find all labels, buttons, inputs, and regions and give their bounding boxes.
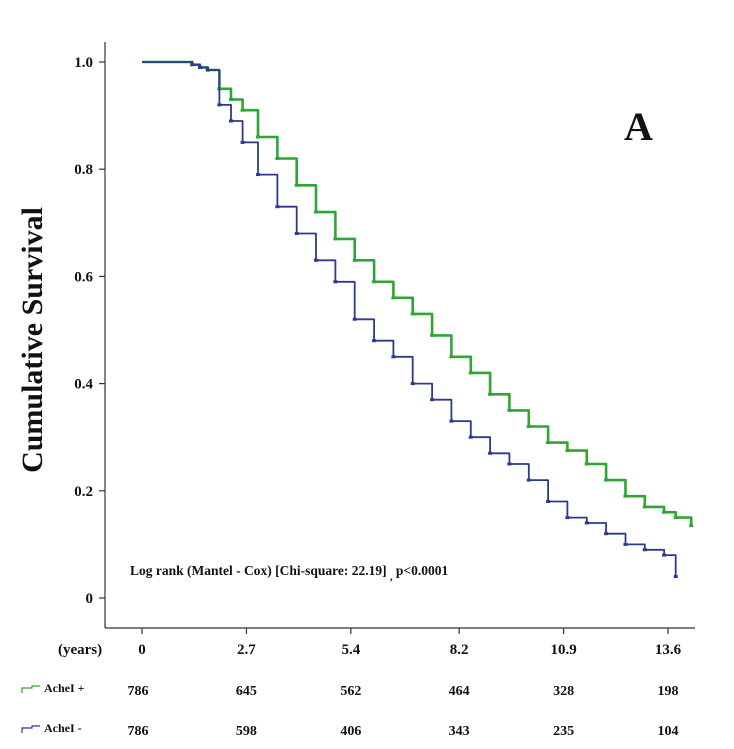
risk-count: 464 [449, 684, 470, 699]
risk-count: 328 [553, 684, 574, 699]
x-axis-label: (years) [58, 642, 102, 658]
series-line-acheI-positive [142, 60, 693, 526]
x-tick-label: 0 [138, 642, 146, 658]
logrank-annotation: Log rank (Mantel - Cox) [Chi-square: 22.… [130, 563, 448, 583]
risk-row-name: AcheI - [44, 721, 82, 735]
risk-row-marker-icon [21, 725, 40, 733]
panel-label: A [624, 104, 653, 149]
risk-count: 198 [658, 684, 679, 699]
logrank-text: Log rank (Mantel - Cox) [Chi-square: 22.… [130, 563, 387, 578]
risk-count: 406 [340, 724, 361, 739]
risk-row-name: AcheI + [44, 681, 85, 695]
y-tick-label: 0 [86, 591, 94, 607]
risk-count: 645 [236, 684, 257, 699]
risk-count: 235 [553, 724, 574, 739]
chart-labels: Cumulative Survival A Log rank (Mantel -… [16, 104, 653, 658]
risk-count: 786 [128, 724, 149, 739]
x-tick-label: 13.6 [655, 642, 682, 658]
risk-row-marker-icon [21, 685, 40, 693]
risk-count: 343 [449, 724, 470, 739]
y-tick-label: 0.8 [74, 162, 93, 178]
series-line-acheI-negative [142, 61, 677, 577]
x-tick-label: 5.4 [341, 642, 360, 658]
y-tick-label: 0.6 [74, 269, 93, 285]
risk-table: AcheI + 786 645 562 464 328 198 AcheI - 786 598 40… [21, 681, 679, 739]
x-tick-label: 8.2 [450, 642, 469, 658]
logrank-p: p<0.0001 [396, 563, 449, 578]
risk-count: 562 [340, 684, 361, 699]
ticks: 0 0.2 0.4 0.6 0.8 1.0 0 2.7 5.4 8.2 10.9 13.6 [74, 55, 681, 658]
y-tick-label: 1.0 [74, 55, 93, 71]
survival-curves [142, 60, 694, 579]
axes [104, 42, 695, 629]
risk-count: 598 [236, 724, 257, 739]
risk-count: 104 [658, 724, 679, 739]
risk-count: 786 [128, 684, 149, 699]
logrank-sub: , [390, 572, 393, 583]
y-axis-label: Cumulative Survival [16, 207, 49, 473]
x-tick-label: 10.9 [550, 642, 576, 658]
x-tick-label: 2.7 [237, 642, 256, 658]
y-tick-label: 0.2 [74, 484, 93, 500]
y-tick-label: 0.4 [74, 377, 93, 393]
